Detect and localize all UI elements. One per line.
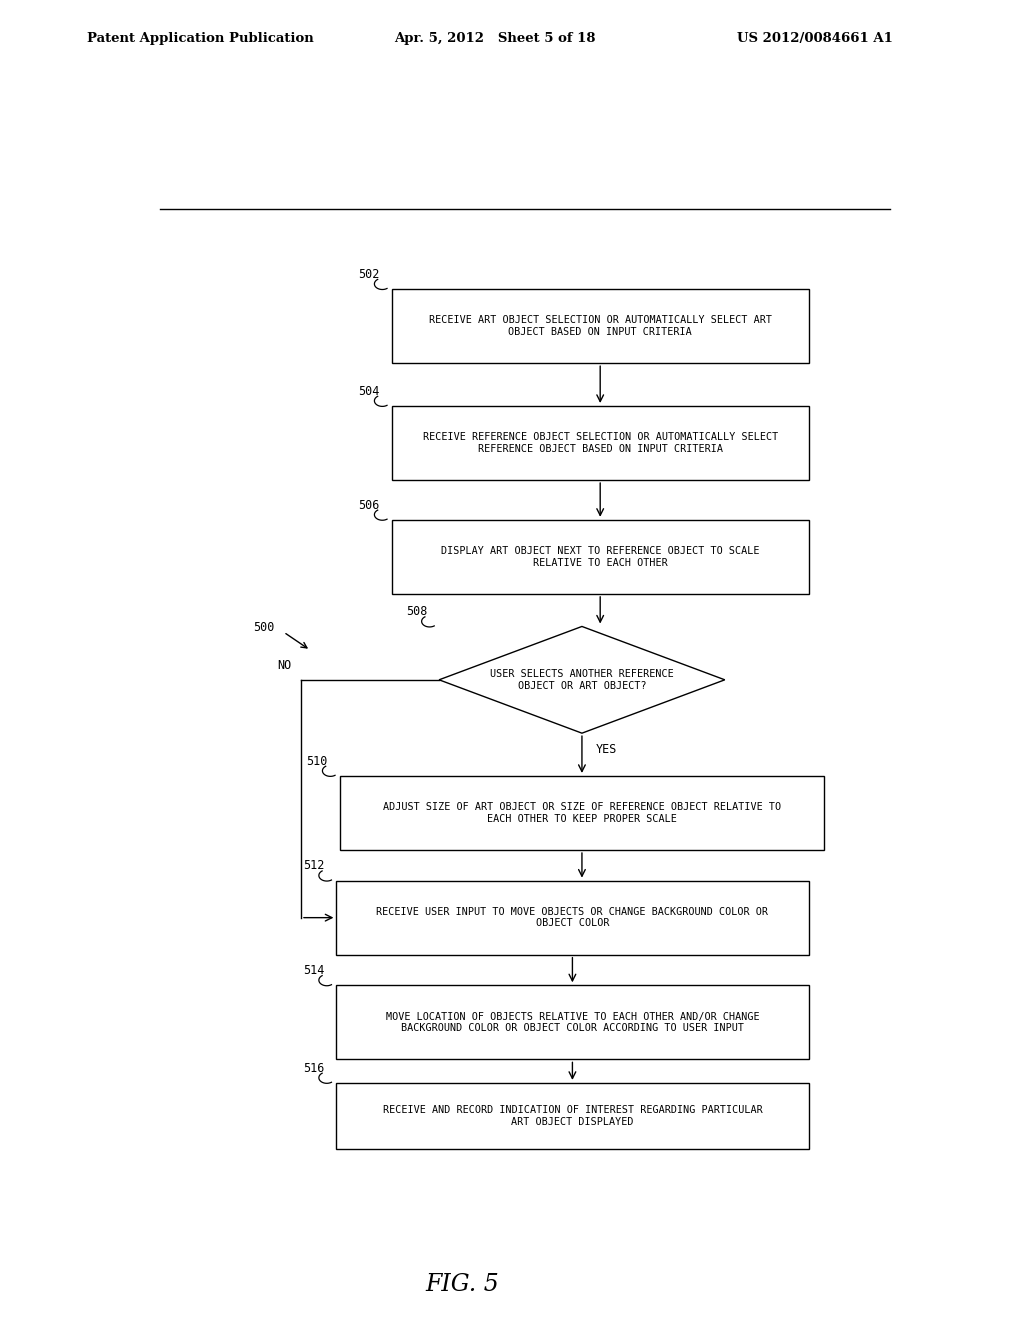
Text: NO: NO: [278, 659, 292, 672]
Text: Apr. 5, 2012   Sheet 5 of 18: Apr. 5, 2012 Sheet 5 of 18: [394, 32, 596, 45]
Text: US 2012/0084661 A1: US 2012/0084661 A1: [737, 32, 893, 45]
FancyBboxPatch shape: [336, 985, 809, 1060]
FancyBboxPatch shape: [336, 1082, 809, 1148]
Text: RECEIVE AND RECORD INDICATION OF INTEREST REGARDING PARTICULAR
ART OBJECT DISPLA: RECEIVE AND RECORD INDICATION OF INTERES…: [383, 1105, 762, 1127]
Text: FIG. 5: FIG. 5: [425, 1272, 499, 1296]
Text: 514: 514: [303, 964, 325, 977]
Text: DISPLAY ART OBJECT NEXT TO REFERENCE OBJECT TO SCALE
RELATIVE TO EACH OTHER: DISPLAY ART OBJECT NEXT TO REFERENCE OBJ…: [441, 546, 760, 568]
Text: 516: 516: [303, 1061, 325, 1074]
Text: USER SELECTS ANOTHER REFERENCE
OBJECT OR ART OBJECT?: USER SELECTS ANOTHER REFERENCE OBJECT OR…: [490, 669, 674, 690]
FancyBboxPatch shape: [392, 405, 809, 480]
FancyBboxPatch shape: [392, 289, 809, 363]
Text: RECEIVE REFERENCE OBJECT SELECTION OR AUTOMATICALLY SELECT
REFERENCE OBJECT BASE: RECEIVE REFERENCE OBJECT SELECTION OR AU…: [423, 432, 778, 454]
Text: YES: YES: [596, 743, 617, 756]
Text: RECEIVE ART OBJECT SELECTION OR AUTOMATICALLY SELECT ART
OBJECT BASED ON INPUT C: RECEIVE ART OBJECT SELECTION OR AUTOMATI…: [429, 315, 772, 337]
Text: RECEIVE USER INPUT TO MOVE OBJECTS OR CHANGE BACKGROUND COLOR OR
OBJECT COLOR: RECEIVE USER INPUT TO MOVE OBJECTS OR CH…: [377, 907, 768, 928]
Text: 502: 502: [358, 268, 380, 281]
Text: 504: 504: [358, 384, 380, 397]
FancyBboxPatch shape: [392, 520, 809, 594]
Text: ADJUST SIZE OF ART OBJECT OR SIZE OF REFERENCE OBJECT RELATIVE TO
EACH OTHER TO : ADJUST SIZE OF ART OBJECT OR SIZE OF REF…: [383, 803, 781, 824]
Text: 508: 508: [406, 606, 427, 618]
Polygon shape: [439, 627, 725, 733]
Text: 510: 510: [306, 755, 328, 768]
Text: MOVE LOCATION OF OBJECTS RELATIVE TO EACH OTHER AND/OR CHANGE
BACKGROUND COLOR O: MOVE LOCATION OF OBJECTS RELATIVE TO EAC…: [386, 1011, 759, 1034]
Text: 500: 500: [254, 622, 274, 635]
Text: 512: 512: [303, 859, 325, 873]
Text: 506: 506: [358, 499, 380, 512]
FancyBboxPatch shape: [340, 776, 824, 850]
Text: Patent Application Publication: Patent Application Publication: [87, 32, 313, 45]
FancyBboxPatch shape: [336, 880, 809, 954]
